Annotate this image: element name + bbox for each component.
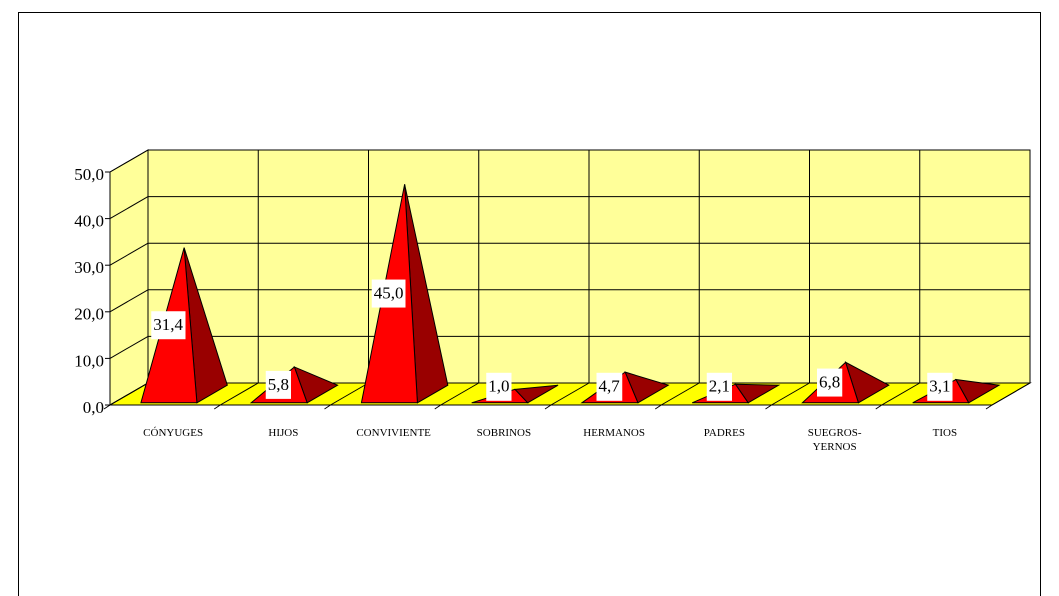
x-tick-label: SOBRINOS [476, 427, 532, 439]
value-label-box [706, 372, 732, 401]
category-divider [991, 382, 1031, 406]
value-label-box [596, 372, 623, 401]
x-tick [765, 404, 772, 410]
x-tick [213, 404, 221, 410]
y-tick-label: 40,0 [74, 212, 104, 231]
x-tick-label: CONVIVIENTE [356, 427, 431, 439]
x-tick-label: SUEGROS- YERNOS [807, 427, 862, 453]
category-divider [550, 382, 590, 406]
category-divider [109, 382, 149, 406]
grid-line [109, 196, 149, 220]
y-tick-label: 50,0 [74, 165, 104, 184]
category-divider [660, 382, 700, 406]
category-divider [440, 382, 480, 406]
value-label: 45,0 [374, 283, 404, 302]
x-tick [654, 404, 662, 410]
category-divider [881, 382, 921, 406]
y-tick-label: 20,0 [74, 305, 104, 324]
x-tick-label: CÓNYUGES [143, 427, 204, 439]
value-label-box [265, 370, 291, 399]
value-label: 4,7 [599, 377, 621, 396]
category-divider [219, 382, 259, 406]
grid-line [109, 335, 149, 359]
value-label: 1,0 [488, 377, 509, 396]
x-tick-label: HIJOS [268, 427, 299, 439]
x-tick-label: HERMANOS [583, 427, 645, 439]
category-divider [330, 382, 369, 406]
x-tick-label: TIOS [932, 427, 958, 439]
value-label: 2,1 [709, 377, 730, 396]
x-tick-label: PADRES [703, 427, 745, 439]
value-label: 5,8 [268, 375, 289, 394]
x-tick [103, 404, 111, 410]
category-divider [771, 382, 810, 406]
value-label: 3,1 [929, 377, 950, 396]
x-tick [434, 404, 442, 410]
value-label-box [486, 372, 512, 401]
grid-line [109, 289, 149, 313]
value-label: 6,8 [819, 372, 840, 391]
value-label-box [927, 372, 953, 401]
value-label-box [151, 311, 186, 340]
y-tick-label: 30,0 [74, 258, 104, 277]
x-tick [544, 404, 552, 410]
value-label-box [371, 279, 406, 308]
value-label: 31,4 [153, 315, 183, 334]
x-tick [985, 404, 993, 410]
x-tick [875, 404, 883, 410]
side-wall [109, 149, 149, 406]
y-tick-label: 0,0 [83, 398, 104, 417]
x-tick [324, 404, 331, 410]
grid-line [109, 149, 149, 173]
grid-line [109, 242, 149, 266]
value-label-box [817, 368, 843, 397]
y-tick-label: 10,0 [74, 351, 104, 370]
